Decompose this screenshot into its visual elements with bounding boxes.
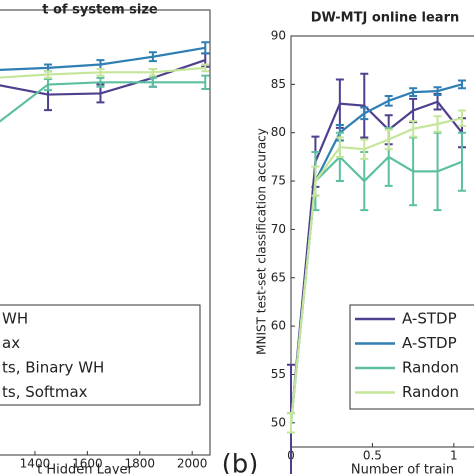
error-bar bbox=[96, 67, 105, 77]
error-bar bbox=[201, 41, 210, 55]
x-tick-label: 1400 bbox=[20, 457, 51, 471]
legend-box bbox=[0, 304, 201, 406]
error-bar bbox=[433, 115, 442, 133]
error-bar bbox=[311, 165, 320, 197]
error-bar bbox=[457, 131, 466, 192]
error-bar bbox=[457, 79, 466, 90]
legend-label: Randon bbox=[402, 359, 459, 377]
x-tick-label: 1800 bbox=[124, 457, 155, 471]
error-bar bbox=[360, 138, 369, 160]
error-bar bbox=[335, 136, 344, 158]
error-bar bbox=[44, 77, 53, 92]
error-bar bbox=[44, 70, 53, 79]
plot-frame bbox=[0, 9, 211, 456]
y-tick-label: 70 bbox=[271, 222, 286, 236]
x-axis-label: Number of train bbox=[351, 463, 454, 474]
error-bar bbox=[384, 128, 393, 151]
series-line bbox=[289, 100, 463, 423]
error-bar bbox=[360, 106, 369, 121]
legend-label: WH bbox=[2, 310, 28, 328]
x-tick-label: 1600 bbox=[72, 457, 103, 471]
error-bar bbox=[409, 87, 418, 97]
legend-label: ts, Softmax bbox=[2, 383, 88, 401]
y-tick-label: 55 bbox=[271, 367, 286, 381]
y-tick-label: 80 bbox=[271, 125, 286, 139]
y-tick-label: 65 bbox=[271, 270, 286, 284]
legend-label: ax bbox=[2, 334, 20, 352]
error-bar bbox=[287, 412, 295, 434]
error-bar bbox=[201, 74, 210, 90]
error-bar bbox=[148, 67, 157, 77]
x-axis-label: t Hidden Layer bbox=[37, 463, 133, 474]
error-bar bbox=[409, 120, 418, 138]
panel-label: (b) bbox=[222, 450, 259, 474]
y-tick-label: 75 bbox=[271, 174, 286, 188]
error-bar bbox=[96, 76, 105, 88]
x-tick-label: 2000 bbox=[177, 457, 208, 471]
error-bar bbox=[148, 51, 157, 63]
x-tick-label: 0.5 bbox=[363, 449, 382, 463]
y-tick-label: 50 bbox=[271, 415, 286, 429]
series-line bbox=[289, 117, 463, 423]
y-tick-label: 85 bbox=[271, 77, 286, 91]
x-tick-label: 1 bbox=[450, 449, 458, 463]
error-bar bbox=[148, 76, 157, 88]
series-line bbox=[289, 83, 463, 423]
y-tick-label: 90 bbox=[271, 29, 286, 43]
error-bar bbox=[457, 109, 466, 127]
series-line bbox=[0, 81, 206, 123]
legend-label: Randon bbox=[402, 383, 459, 401]
y-axis-label: MNIST test-set classification accuracy bbox=[255, 128, 269, 355]
error-bar bbox=[360, 151, 369, 212]
chart-title: DW-MTJ online learn bbox=[311, 11, 460, 26]
error-bar bbox=[360, 72, 369, 139]
plot-frame bbox=[290, 35, 474, 448]
legend-label: A-STDP bbox=[402, 310, 457, 328]
legend-label: ts, Binary WH bbox=[2, 359, 104, 377]
series-line bbox=[0, 46, 206, 71]
legend-label: A-STDP bbox=[402, 334, 457, 352]
error-bar bbox=[201, 63, 210, 73]
error-bar bbox=[384, 94, 393, 107]
y-tick-label: 60 bbox=[271, 319, 286, 333]
error-bar bbox=[433, 86, 442, 96]
